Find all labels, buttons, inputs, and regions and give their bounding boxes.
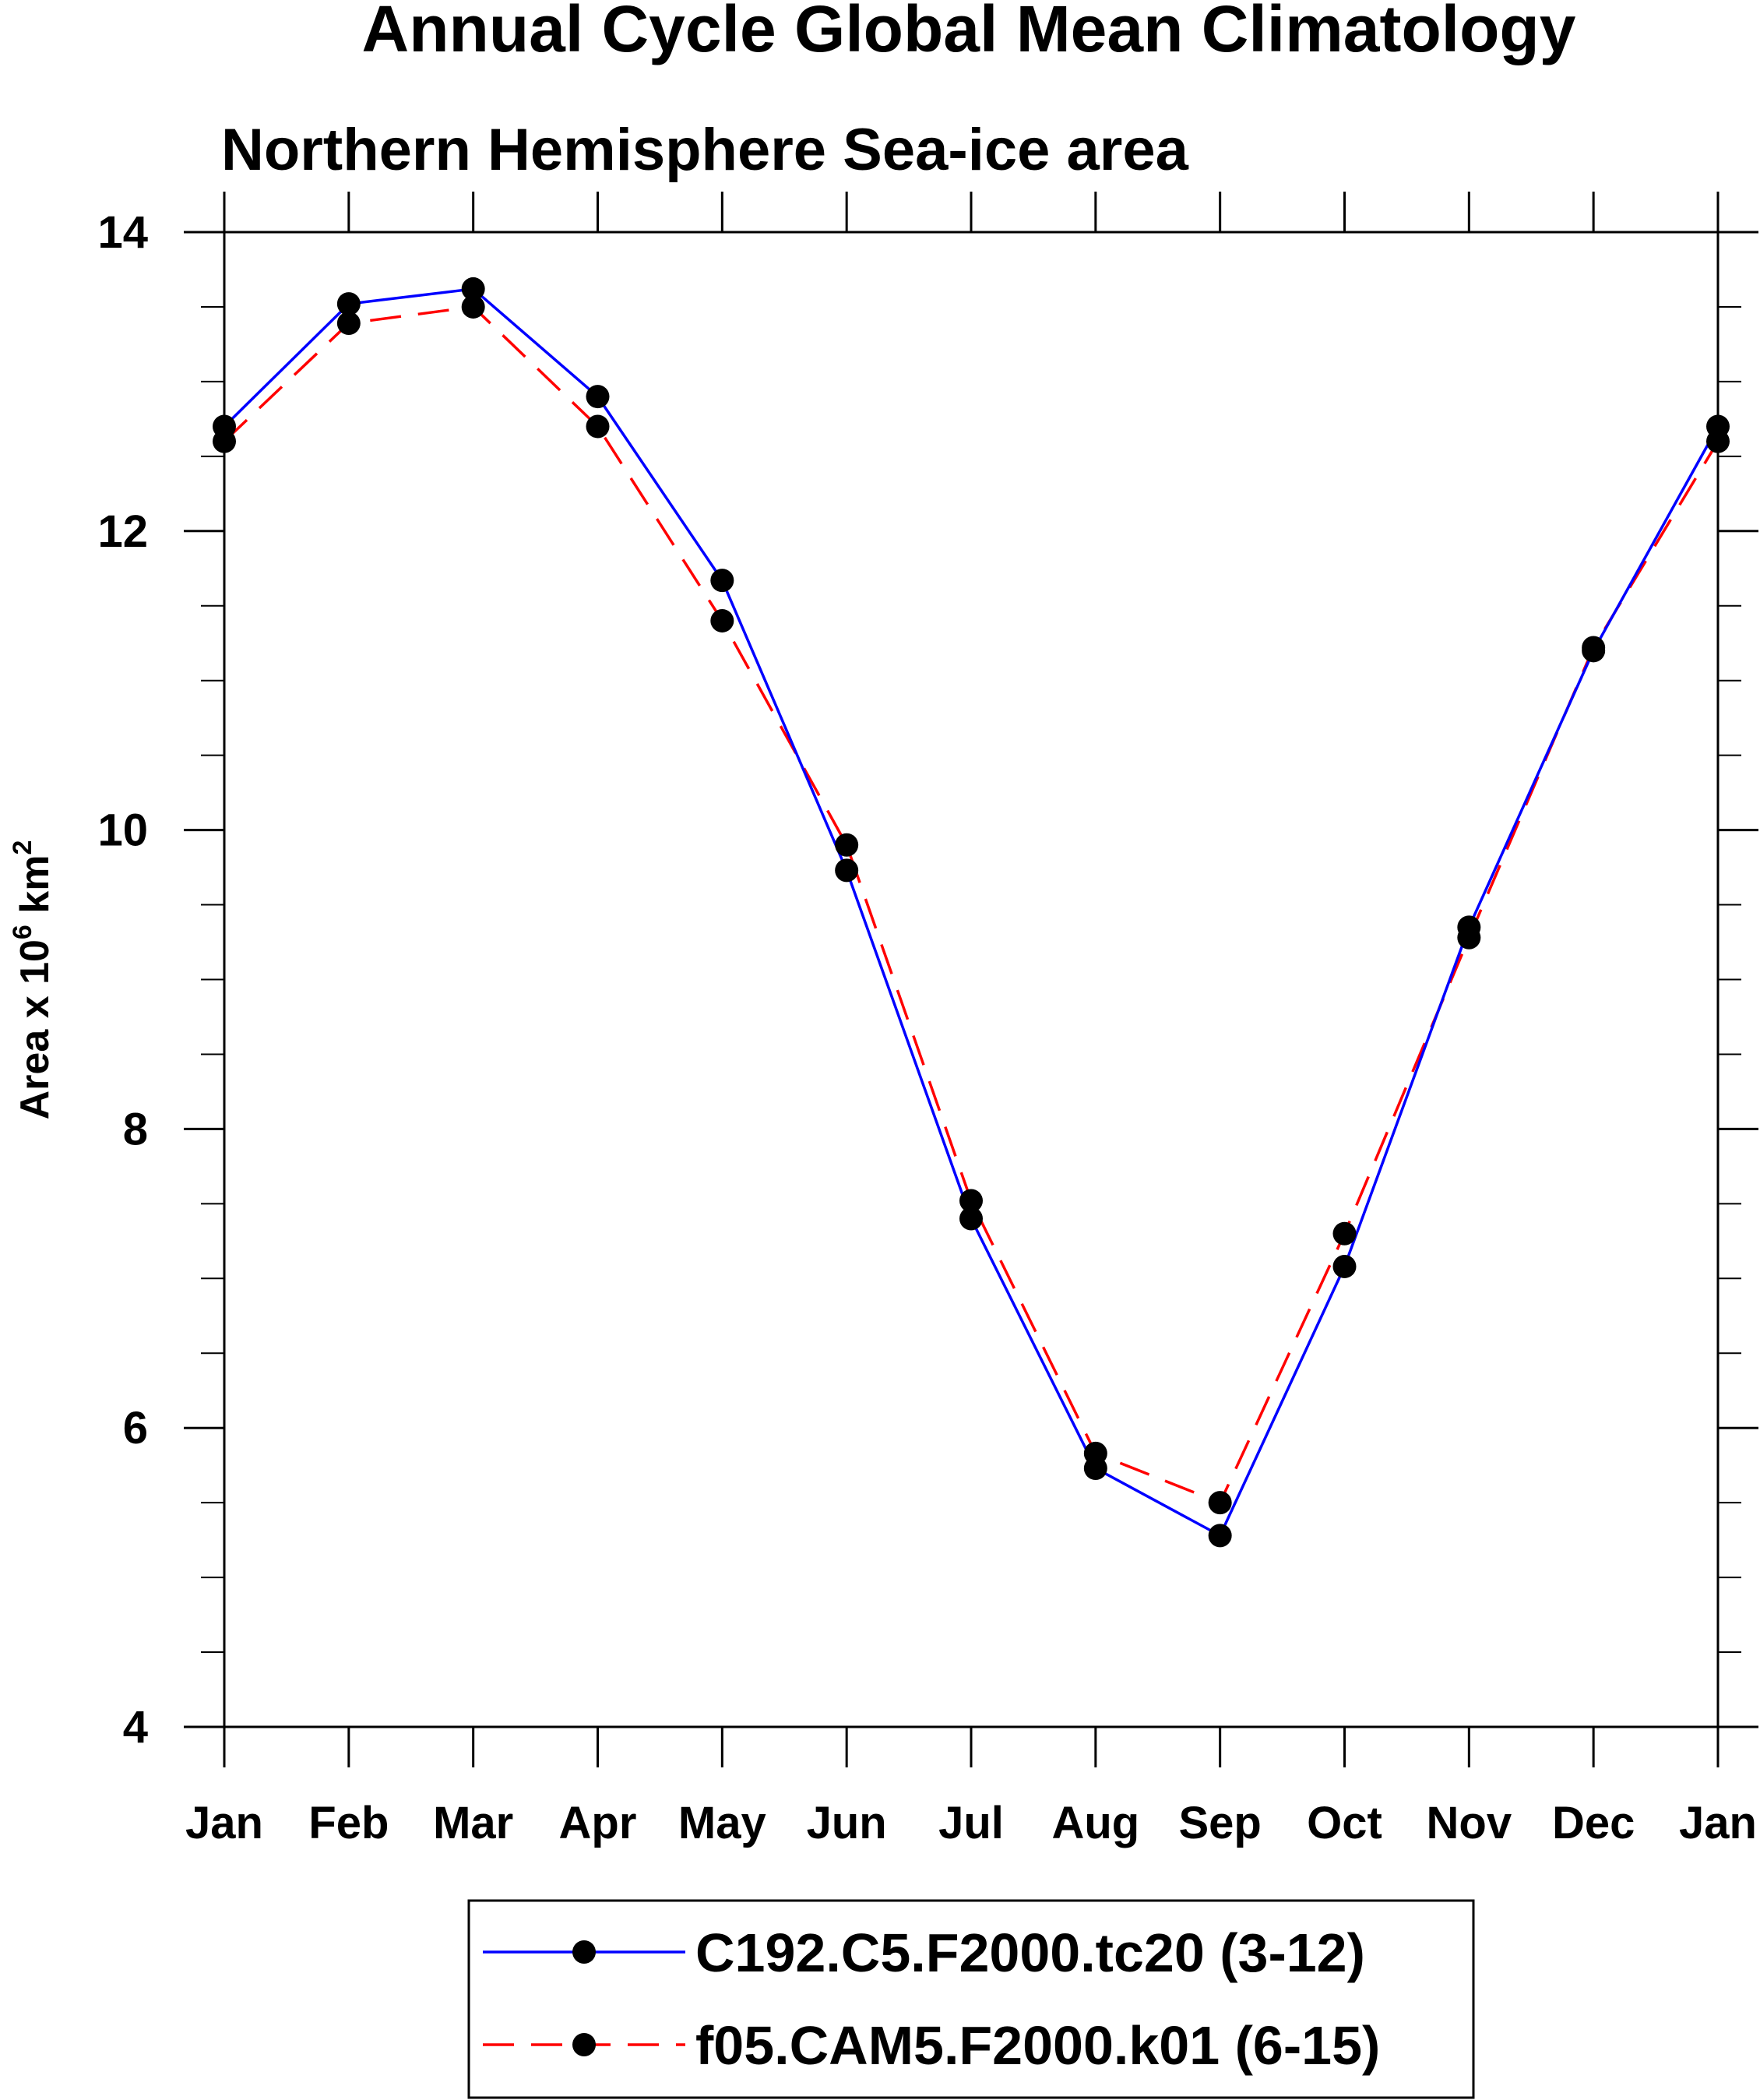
legend-box [467,1899,1475,2099]
y-tick-label: 8 [123,1104,148,1154]
x-tick-label: Jan [185,1798,263,1848]
x-axis-tick-labels: Jan Feb Mar Apr May Jun Jul Aug Sep Oct Nov Dec Jan [185,1798,1757,1848]
legend-items: C192.C5.F2000.tc20 (3-12) f05.CAM5.F2000.… [483,1922,1380,2076]
x-tick-label: Oct [1307,1798,1382,1848]
data-point [1332,1221,1357,1246]
legend: C192.C5.F2000.tc20 (3-12) f05.CAM5.F2000.… [467,1899,1475,2099]
legend-label: C192.C5.F2000.tc20 (3-12) [695,1922,1365,1983]
data-point [1706,429,1730,453]
series-line [223,287,1720,1538]
data-point [835,858,859,883]
y-tick-label: 6 [123,1403,148,1453]
x-tick-label: Jun [807,1798,887,1848]
data-point [1208,1524,1232,1548]
data-point [336,292,361,316]
data-point [586,385,610,409]
x-tick-label: Dec [1552,1798,1635,1848]
x-tick-label: Apr [559,1798,637,1848]
data-point [710,608,734,632]
y-tick-label: 12 [97,506,148,557]
data-point [336,312,361,336]
data-point [710,569,734,593]
data-point [586,414,610,439]
x-tick-label: Jan [1679,1798,1757,1848]
legend-label: f05.CAM5.F2000.k01 (6-15) [695,2015,1380,2076]
plot-frame [223,231,1720,1728]
data-point [1332,1254,1357,1278]
chart-title: Annual Cycle Global Mean Climatology [362,0,1576,65]
x-tick-label: Nov [1427,1798,1512,1848]
data-point [461,277,485,301]
legend-marker [572,1940,596,1964]
data-point [959,1189,983,1213]
x-tick-label: May [678,1798,766,1848]
axis-ticks [184,192,1758,1767]
x-tick-label: Mar [433,1798,513,1848]
y-axis-tick-labels: 4 6 8 10 12 14 [97,207,148,1753]
data-point [213,429,236,453]
series-layer [213,277,1730,1548]
data-point [1582,636,1606,660]
chart-subtitle: Northern Hemisphere Sea-ice area [221,117,1189,183]
series-line [223,305,1720,1505]
y-tick-label: 14 [97,207,148,258]
x-tick-label: Aug [1051,1798,1139,1848]
legend-marker [572,2033,596,2056]
y-tick-label: 10 [97,805,148,856]
data-point [959,1207,983,1231]
data-point [1208,1491,1232,1515]
y-tick-label: 4 [123,1702,148,1753]
x-tick-label: Sep [1178,1798,1261,1848]
data-point [461,294,485,319]
y-axis-label: Area x 106 km2 [8,840,58,1120]
data-point [835,833,859,857]
x-tick-label: Jul [938,1798,1004,1848]
x-tick-label: Feb [308,1798,389,1848]
data-point [1457,925,1481,950]
data-point [1083,1441,1107,1465]
